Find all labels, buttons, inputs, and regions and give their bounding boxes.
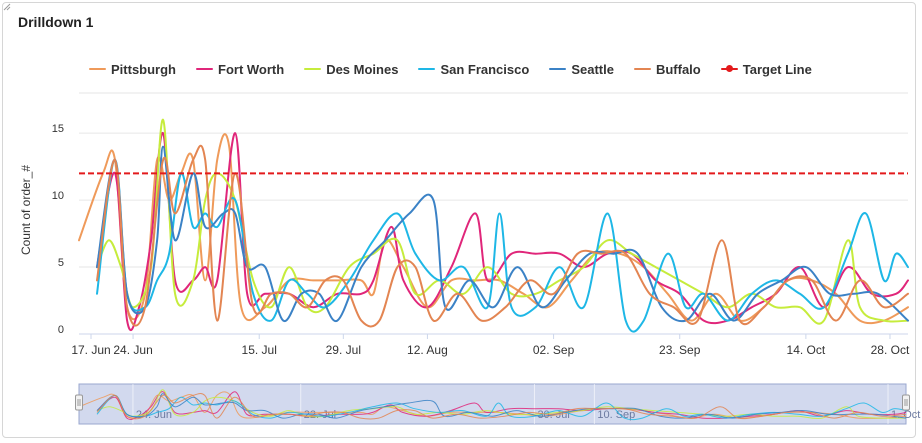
y-tick-label: 5: [58, 257, 64, 269]
y-tick-label: 15: [52, 123, 64, 135]
legend-label: Seattle: [571, 61, 614, 77]
x-tick-label: 02. Sep: [533, 343, 575, 357]
legend-item-buffalo[interactable]: Buffalo: [633, 61, 701, 77]
legend-line-icon: [196, 68, 213, 70]
legend-item-fort-worth[interactable]: Fort Worth: [196, 62, 284, 77]
x-axis-ticks: 17. Jun 24. Jun 15. Jul 29. Jul 12. Aug 02. S…: [71, 333, 910, 357]
legend-label: Pittsburgh: [111, 61, 176, 77]
legend-line-icon: [89, 68, 106, 70]
x-tick-label: 28. Oct: [871, 343, 910, 357]
legend-label: Des Moines: [326, 61, 399, 77]
x-tick-label: 24. Jun: [113, 343, 152, 357]
grip-handle-icon[interactable]: [75, 394, 83, 411]
x-tick-label: 29. Jul: [326, 343, 361, 357]
series-line-des-moines[interactable]: [96, 118, 909, 325]
grip-handle-icon[interactable]: [902, 394, 910, 411]
navigator-line-san-francisco: [96, 394, 907, 421]
navigator-line-seattle: [96, 393, 907, 419]
series-line-buffalo[interactable]: [96, 144, 909, 328]
legend-item-pittsburgh[interactable]: Pittsburgh: [89, 62, 176, 77]
series-lines: [78, 118, 909, 333]
x-tick-label: 12. Aug: [407, 343, 448, 357]
navigator-left-handle[interactable]: [75, 394, 83, 411]
series-line-seattle[interactable]: [96, 145, 909, 323]
navigator-right-handle[interactable]: [902, 394, 910, 411]
series-line-pittsburgh[interactable]: [78, 133, 909, 325]
legend-line-icon: [549, 68, 567, 70]
legend-line-icon: [304, 68, 322, 70]
x-tick-label: 15. Jul: [242, 343, 277, 357]
legend-item-san-francisco[interactable]: San Francisco: [418, 62, 529, 77]
range-navigator[interactable]: 24. Jun 22. Jul 30. Jul 10. Sep 1. Oct: [75, 383, 921, 425]
x-tick-label: 14. Oct: [787, 343, 826, 357]
navigator-line-buffalo: [96, 392, 907, 420]
y-axis-ticks: 0 5 10 15: [52, 123, 64, 336]
legend-item-seattle[interactable]: Seattle: [549, 62, 614, 77]
legend-label: Buffalo: [655, 61, 701, 77]
legend-line-dot-icon: [720, 65, 738, 72]
series-line-san-francisco[interactable]: [96, 158, 909, 333]
legend-line-icon: [633, 68, 651, 70]
legend-item-target-line[interactable]: Target Line: [720, 61, 812, 77]
legend-line-icon: [418, 68, 436, 70]
legend-label: San Francisco: [440, 61, 530, 77]
legend-label: Target Line: [742, 61, 812, 77]
resize-grip-icon[interactable]: [3, 3, 11, 11]
navigator-tick-label: 10. Sep: [597, 409, 635, 421]
y-tick-label: 10: [52, 190, 64, 202]
panel-title: Drilldown 1: [18, 14, 94, 30]
x-tick-label: 23. Sep: [659, 343, 701, 357]
legend-label: Fort Worth: [218, 61, 285, 77]
chart-legend: Pittsburgh Fort Worth Des Moines San Franci…: [89, 59, 832, 79]
y-tick-label: 0: [58, 324, 64, 336]
legend-item-des-moines[interactable]: Des Moines: [304, 62, 398, 77]
x-tick-label: 17. Jun: [71, 343, 110, 357]
y-axis-label: Count of order_#: [19, 165, 33, 255]
